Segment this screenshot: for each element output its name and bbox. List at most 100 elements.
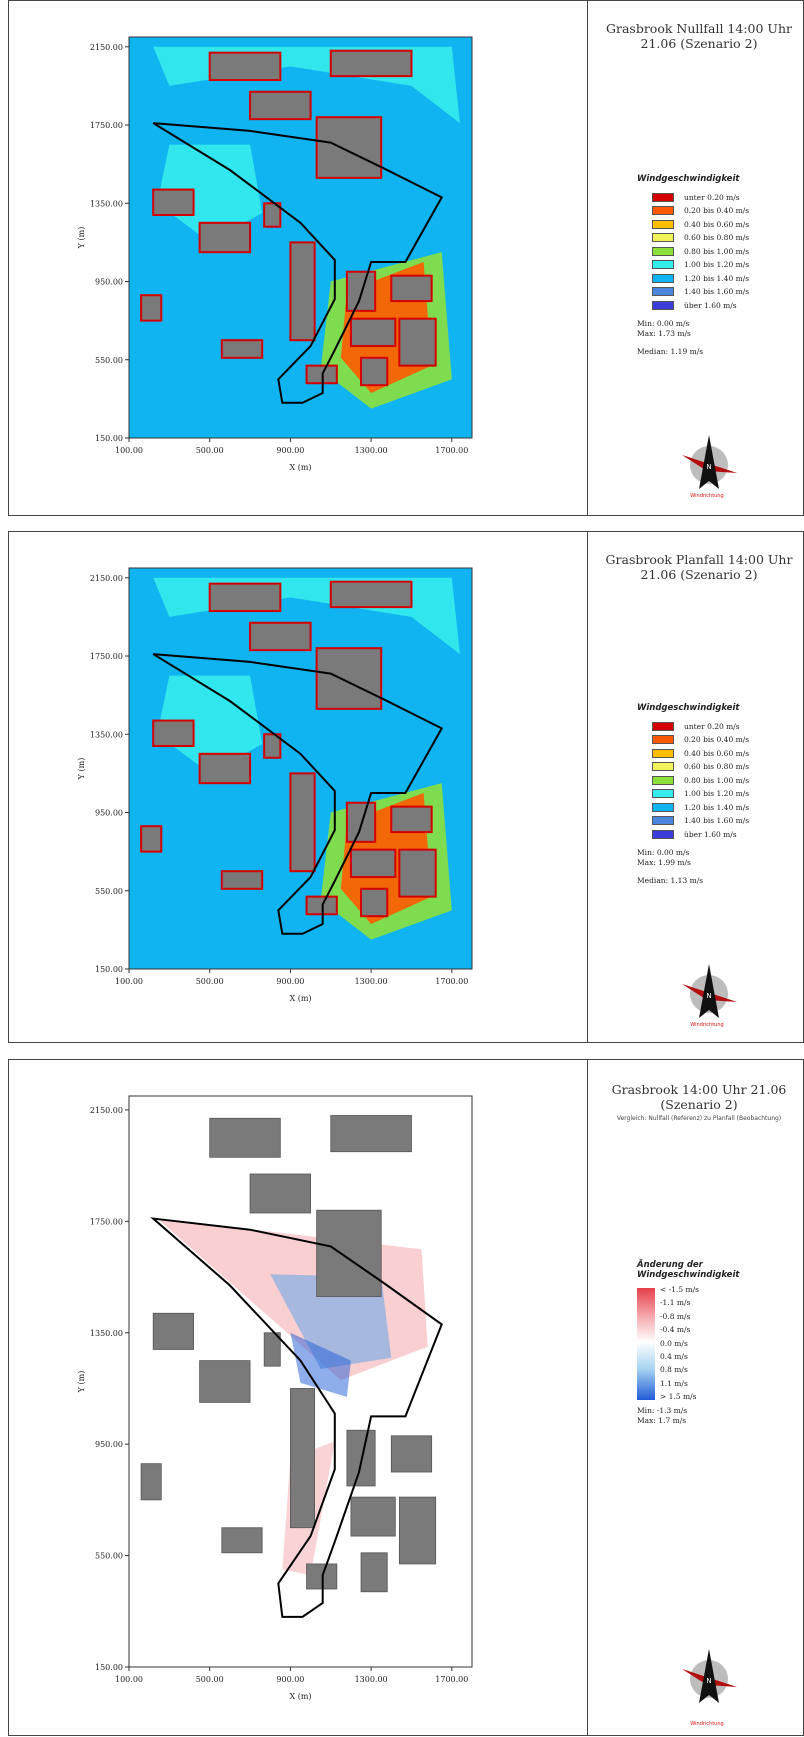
legend-column: Grasbrook Planfall 14:00 Uhr 21.06 (Szen… xyxy=(594,532,804,1042)
y-tick-label: 150.00 xyxy=(95,965,123,974)
wind-map-nullfall: 2150.00 1750.00 1350.00 950.00 550.00 150.00 1… xyxy=(77,36,473,472)
wind-direction-label: Windrichtung xyxy=(690,1022,724,1028)
stat-max: Max: 1.7 m/s xyxy=(637,1416,687,1425)
x-tick-label: 500.00 xyxy=(196,1675,224,1684)
change-zone xyxy=(270,1274,392,1369)
legend-label: 1.20 bis 1.40 m/s xyxy=(684,802,750,812)
x-axis-label: X (m) xyxy=(289,1692,311,1701)
wind-map-difference: 2150.00 1750.00 1350.00 950.00 550.00 150.00 1… xyxy=(77,1095,473,1701)
panel-divider xyxy=(587,1060,588,1735)
legend-swatch xyxy=(652,260,674,269)
stat-min: Min: -1.3 m/s xyxy=(637,1406,688,1415)
y-tick-label: 1350.00 xyxy=(90,199,123,208)
calm-zone xyxy=(157,675,263,774)
wind-direction-label: Windrichtung xyxy=(690,1721,724,1727)
wind-direction-compass-icon: N xyxy=(682,1649,737,1703)
stat-median: Median: 1.19 m/s xyxy=(637,347,704,356)
legend-label: 1.00 bis 1.20 m/s xyxy=(684,789,750,798)
legend-column: Grasbrook 14:00 Uhr 21.06 (Szenario 2) V… xyxy=(594,1060,804,1735)
building xyxy=(305,895,338,916)
legend-swatch xyxy=(652,287,674,296)
building xyxy=(390,805,433,834)
legend-item: 0.60 bis 0.80 m/s xyxy=(652,762,749,772)
legend-item: 1.00 bis 1.20 m/s xyxy=(652,789,749,799)
plot-frame xyxy=(128,1095,473,1668)
color-scale-label: -1.1 m/s xyxy=(660,1298,691,1308)
building xyxy=(198,752,252,785)
x-tick-label: 900.00 xyxy=(276,446,304,455)
legend-label: über 1.60 m/s xyxy=(684,829,737,839)
legend-swatch xyxy=(652,192,674,202)
legend-label: 1.40 bis 1.60 m/s xyxy=(684,287,750,296)
y-tick-label: 2150.00 xyxy=(90,574,123,583)
x-tick-label: 500.00 xyxy=(196,446,224,455)
wind-direction-label: Windrichtung xyxy=(690,493,724,499)
building xyxy=(263,202,282,228)
building xyxy=(306,1563,338,1590)
wind-direction-compass-icon: N xyxy=(682,964,737,1018)
color-scale-label: 0.0 m/s xyxy=(660,1338,688,1348)
legend-title: Änderung der Windgeschwindigkeit xyxy=(637,1260,740,1280)
y-tick-label: 1750.00 xyxy=(90,1217,123,1226)
color-scale-label: 1.1 m/s xyxy=(660,1378,688,1388)
map-title: Grasbrook Planfall 14:00 Uhr 21.06 (Szen… xyxy=(605,552,793,582)
x-tick-label: 1700.00 xyxy=(435,977,468,986)
color-scale-label: -0.4 m/s xyxy=(660,1325,691,1335)
legend-swatch xyxy=(652,775,674,785)
building xyxy=(390,1435,433,1473)
building xyxy=(263,1332,281,1367)
legend-item: 1.20 bis 1.40 m/s xyxy=(652,273,749,283)
building xyxy=(209,1117,281,1158)
panel-divider xyxy=(587,1,588,515)
building xyxy=(315,647,383,710)
panel-planfall: 2150.00 1750.00 1350.00 950.00 550.00 150.00 1… xyxy=(8,531,804,1043)
building xyxy=(289,241,316,342)
building xyxy=(140,294,163,322)
color-scale-label: > 1.5 m/s xyxy=(660,1392,697,1402)
x-tick-label: 1300.00 xyxy=(355,1675,388,1684)
legend-item: 1.40 bis 1.60 m/s xyxy=(652,816,749,826)
stats-block: Min: -1.3 m/s Max: 1.7 m/s xyxy=(637,1406,687,1426)
panel-comparison: 2150.00 1750.00 1350.00 950.00 550.00 150.00 1… xyxy=(8,1059,804,1736)
building xyxy=(316,1209,382,1297)
y-tick-label: 550.00 xyxy=(95,887,123,896)
comparison-subtitle: Vergleich: Nullfall (Referenz) zu Planfa… xyxy=(616,1115,782,1122)
legend-label: 0.80 bis 1.00 m/s xyxy=(684,775,750,785)
legend-item: 0.60 bis 0.80 m/s xyxy=(652,233,749,243)
legend-label: über 1.60 m/s xyxy=(684,300,737,310)
x-tick-label: 900.00 xyxy=(276,977,304,986)
x-tick-label: 1300.00 xyxy=(355,446,388,455)
y-axis-label: Y (m) xyxy=(77,1371,86,1394)
change-zone xyxy=(290,1332,351,1397)
building xyxy=(249,90,312,121)
calm-zone xyxy=(157,144,263,243)
y-tick-label: 1350.00 xyxy=(90,1329,123,1338)
color-scale-label: < -1.5 m/s xyxy=(660,1285,700,1294)
legend-label: 1.20 bis 1.40 m/s xyxy=(684,273,750,283)
x-tick-label: 900.00 xyxy=(276,1675,304,1684)
building xyxy=(329,49,413,78)
x-axis-label: X (m) xyxy=(289,994,311,1003)
legend-item: unter 0.20 m/s xyxy=(652,192,740,202)
x-axis-label: X (m) xyxy=(289,463,311,472)
building xyxy=(220,339,264,359)
color-scale-label: 0.4 m/s xyxy=(660,1352,688,1361)
building xyxy=(249,621,312,652)
legend-title: Windgeschwindigkeit xyxy=(637,703,740,713)
stat-spacer xyxy=(637,868,703,876)
legend-swatch xyxy=(652,721,674,731)
building xyxy=(152,719,195,748)
building xyxy=(152,188,195,217)
legend-item: unter 0.20 m/s xyxy=(652,721,740,731)
y-tick-label: 550.00 xyxy=(95,356,123,365)
project-outline xyxy=(152,122,444,404)
svg-text:N: N xyxy=(706,992,711,1000)
legend-label: unter 0.20 m/s xyxy=(684,721,740,731)
legend-label: 0.80 bis 1.00 m/s xyxy=(684,246,750,256)
legend-label: 0.60 bis 0.80 m/s xyxy=(684,233,750,242)
stat-min: Min: 0.00 m/s xyxy=(637,319,690,328)
svg-text:N: N xyxy=(706,1677,711,1685)
building xyxy=(315,116,383,179)
legend-label: 0.60 bis 0.80 m/s xyxy=(684,762,750,771)
legend-item: 1.40 bis 1.60 m/s xyxy=(652,287,749,297)
